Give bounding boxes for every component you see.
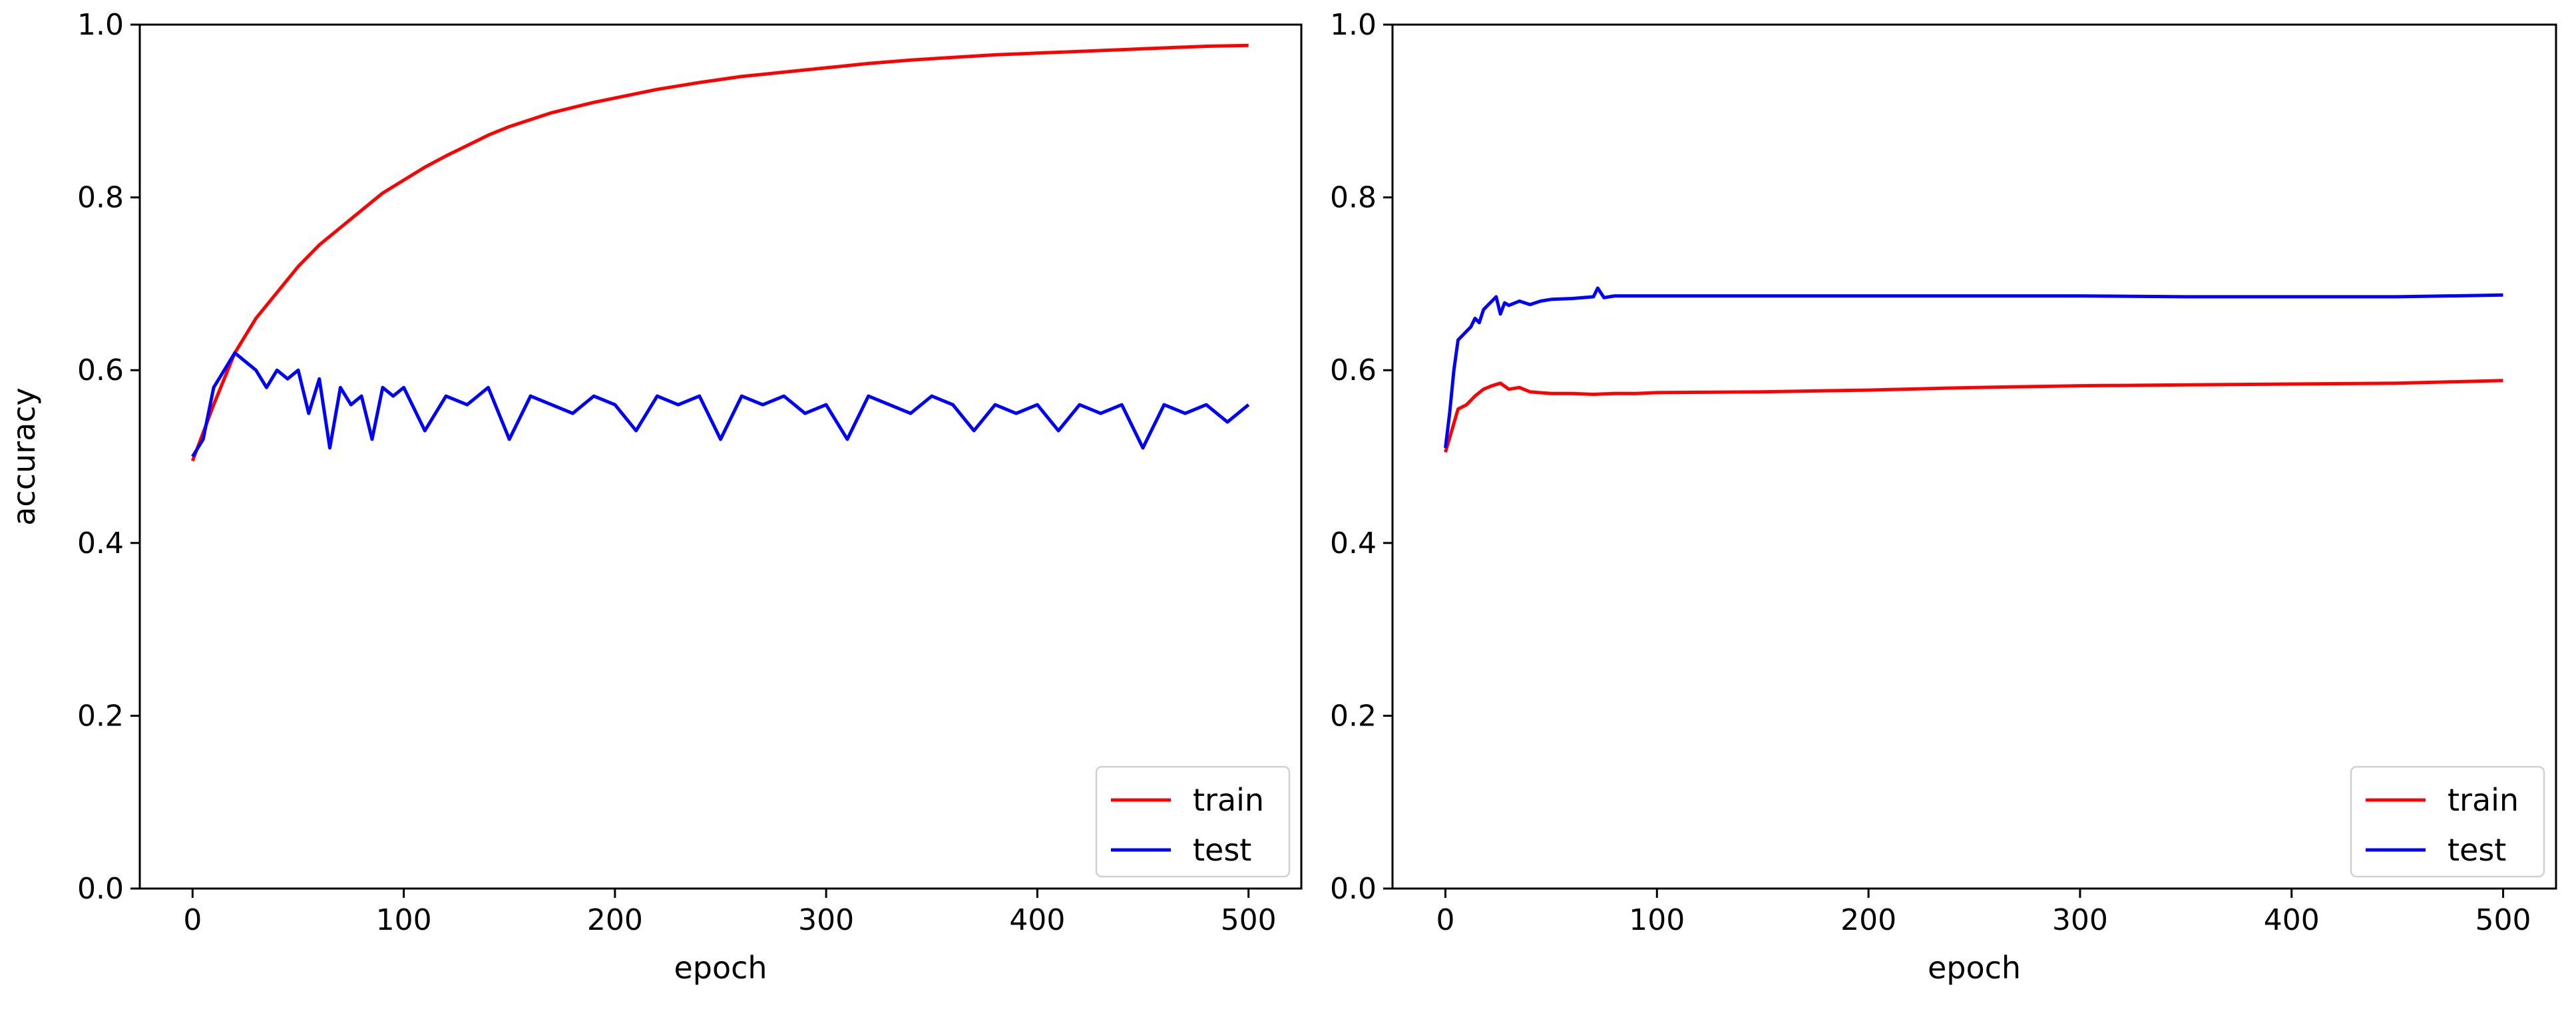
- x-axis-label: epoch: [1928, 950, 2021, 986]
- x-tick-label: 500: [2475, 903, 2531, 937]
- x-tick-label: 100: [1629, 903, 1685, 937]
- legend-label-train: train: [2448, 782, 2519, 818]
- legend: train test: [1095, 765, 1291, 878]
- y-tick-label: 0.6: [1330, 353, 1377, 387]
- legend-label-train: train: [1193, 782, 1264, 818]
- x-tick-label: 200: [1840, 903, 1896, 937]
- x-tick-label: 300: [2052, 903, 2108, 937]
- x-tick-label: 200: [587, 903, 643, 937]
- series-line-test: [191, 351, 1250, 458]
- x-tick-label: 0: [183, 903, 202, 937]
- chart-panel-2: 0 100 200 300 400 500 0.0 0.2 0.4 0.6 0.8 1.0 epoch t…: [1330, 8, 2557, 986]
- x-tick-label: 0: [1436, 903, 1454, 937]
- series-line-train: [190, 43, 1249, 462]
- y-tick-label: 0.8: [77, 181, 124, 215]
- x-tick-label: 300: [798, 903, 854, 937]
- y-tick-label: 1.0: [77, 8, 124, 42]
- y-tick-label: 0.8: [1330, 181, 1377, 215]
- y-tick-label: 0.2: [77, 699, 124, 733]
- legend: train test: [2350, 765, 2545, 878]
- y-axis-label: accuracy: [6, 387, 42, 526]
- y-tick-label: 0.4: [1330, 526, 1377, 560]
- series-line-test: [1444, 286, 2503, 449]
- x-tick-label: 100: [376, 903, 432, 937]
- axes-frame: [1391, 23, 2557, 890]
- y-tick-label: 0.6: [77, 353, 124, 387]
- chart-panel-1: 0 100 200 300 400 500 0.0 0.2 0.4 0.6 0.8 1.0 epoch a…: [6, 8, 1303, 986]
- series-line-train: [1444, 379, 2503, 453]
- x-axis-label: epoch: [674, 950, 767, 986]
- legend-label-test: test: [1193, 832, 1251, 868]
- y-tick-label: 0.0: [1330, 872, 1377, 906]
- axes-frame: [138, 23, 1303, 890]
- y-tick-label: 0.4: [77, 526, 124, 560]
- x-tick-label: 400: [2264, 903, 2320, 937]
- x-tick-label: 500: [1221, 903, 1277, 937]
- y-tick-label: 1.0: [1330, 8, 1377, 42]
- x-tick-label: 400: [1009, 903, 1065, 937]
- legend-label-test: test: [2448, 832, 2506, 868]
- y-tick-label: 0.0: [77, 872, 124, 906]
- y-tick-label: 0.2: [1330, 699, 1377, 733]
